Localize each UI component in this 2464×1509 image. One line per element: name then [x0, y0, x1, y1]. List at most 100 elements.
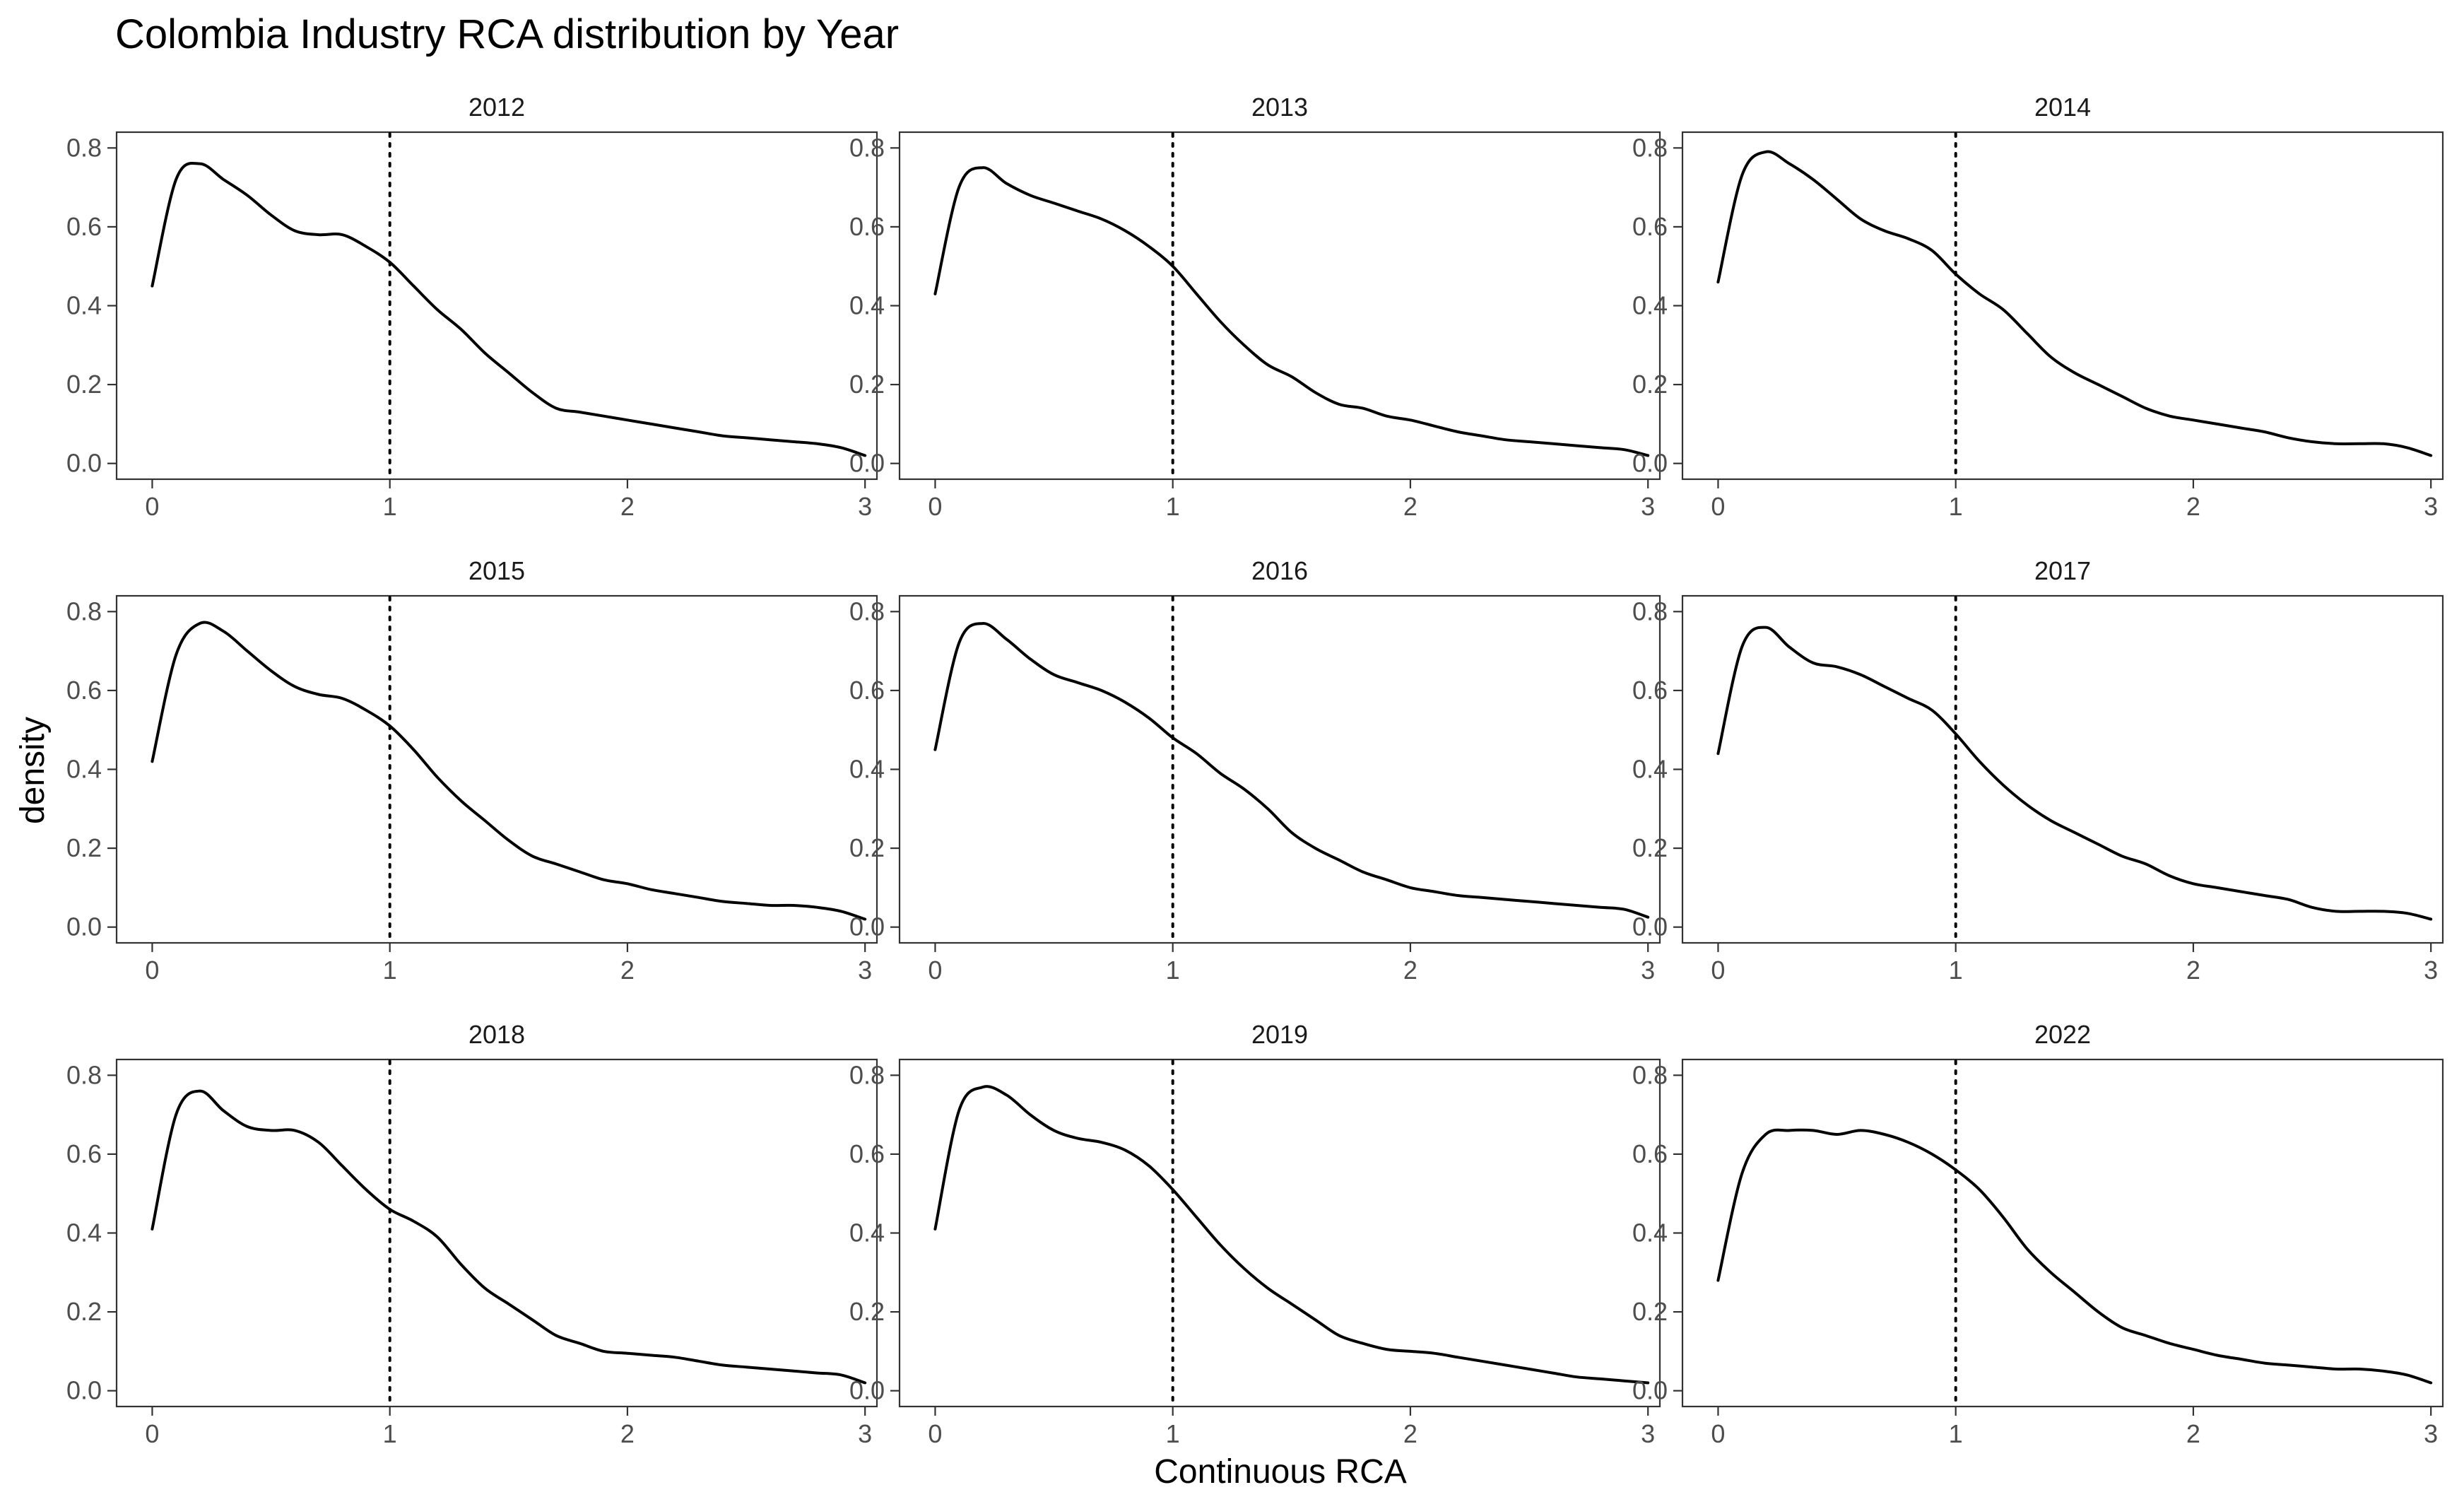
x-tick-label: 1	[383, 956, 397, 985]
y-tick-label: 0.8	[849, 1060, 885, 1089]
density-curve	[151, 162, 867, 457]
x-tick-label: 2	[2186, 956, 2200, 985]
y-tick-label: 0.0	[66, 1376, 102, 1405]
x-tick-label: 3	[1641, 956, 1655, 985]
y-tick-label: 0.6	[849, 1139, 885, 1168]
x-tick-label: 1	[1166, 1419, 1180, 1448]
y-tick-label: 0.2	[849, 833, 885, 862]
y-tick-label: 0.0	[849, 1376, 885, 1405]
x-tick-label: 2	[1403, 1419, 1417, 1448]
facet-panel-2019: 2019 0 1 2 3 0.0 0.2 0.4 0.6 0.8	[849, 1020, 1661, 1448]
x-tick-label: 3	[2424, 1419, 2438, 1448]
y-tick-label: 0.6	[849, 212, 885, 241]
panel-frame	[1681, 594, 2444, 944]
x-tick-label: 0	[145, 1419, 159, 1448]
y-tick-label: 0.6	[66, 1139, 102, 1168]
y-tick-label: 0.0	[66, 449, 102, 478]
y-tick-label: 0.4	[1632, 755, 1668, 784]
y-tick-label: 0.4	[66, 1219, 102, 1247]
x-tick-label: 1	[1949, 956, 1963, 985]
x-tick-label: 2	[2186, 492, 2200, 521]
y-tick-label: 0.6	[1632, 212, 1668, 241]
y-tick-label: 0.2	[66, 833, 102, 862]
density-curve	[151, 1089, 867, 1385]
density-curve	[1716, 1128, 2433, 1385]
x-tick-label: 1	[383, 1419, 397, 1448]
panel-frame	[115, 131, 878, 481]
density-curve	[933, 622, 1650, 919]
y-tick-label: 0.2	[849, 1297, 885, 1326]
y-tick-label: 0.8	[849, 133, 885, 162]
facet-panel-2017: 2017 0 1 2 3 0.0 0.2 0.4 0.6 0.8	[1632, 556, 2444, 985]
facet-strip-label: 2012	[468, 93, 525, 122]
facet-panel-2015: 2015 0 1 2 3 0.0 0.2 0.4 0.6 0.8	[66, 556, 878, 985]
x-tick-label: 1	[1166, 956, 1180, 985]
y-tick-label: 0.4	[1632, 1219, 1668, 1247]
y-tick-label: 0.0	[849, 912, 885, 941]
x-tick-label: 0	[928, 492, 942, 521]
x-tick-label: 3	[2424, 956, 2438, 985]
x-tick-label: 1	[1949, 492, 1963, 521]
y-axis-title: density	[14, 717, 52, 824]
x-tick-label: 2	[620, 956, 635, 985]
panel-frame	[898, 1058, 1661, 1408]
facet-strip-label: 2017	[2034, 556, 2091, 585]
y-tick-label: 0.2	[1632, 833, 1668, 862]
y-tick-label: 0.6	[66, 676, 102, 705]
x-tick-label: 3	[2424, 492, 2438, 521]
y-tick-label: 0.4	[849, 291, 885, 320]
facet-panel-2013: 2013 0 1 2 3 0.0 0.2 0.4 0.6 0.8	[849, 93, 1661, 521]
chart-title: Colombia Industry RCA distribution by Ye…	[115, 11, 899, 57]
x-tick-label: 0	[1711, 492, 1725, 521]
facet-panel-2022: 2022 0 1 2 3 0.0 0.2 0.4 0.6 0.8	[1632, 1020, 2444, 1448]
y-tick-label: 0.2	[1632, 370, 1668, 399]
density-curve	[933, 1085, 1650, 1385]
x-tick-label: 2	[620, 1419, 635, 1448]
y-tick-label: 0.8	[1632, 1060, 1668, 1089]
y-tick-label: 0.8	[849, 597, 885, 626]
x-tick-label: 0	[1711, 956, 1725, 985]
facet-strip-label: 2016	[1251, 556, 1308, 585]
y-tick-label: 0.2	[849, 370, 885, 399]
y-tick-label: 0.4	[849, 1219, 885, 1247]
facet-strip-label: 2015	[468, 556, 525, 585]
y-tick-label: 0.8	[66, 133, 102, 162]
x-tick-label: 3	[858, 492, 872, 521]
panel-frame	[115, 1058, 878, 1408]
y-tick-label: 0.2	[66, 1297, 102, 1326]
x-tick-label: 2	[620, 492, 635, 521]
y-tick-label: 0.4	[1632, 291, 1668, 320]
facet-panel-2016: 2016 0 1 2 3 0.0 0.2 0.4 0.6 0.8	[849, 556, 1661, 985]
panel-frame	[1681, 1058, 2444, 1408]
x-tick-label: 0	[928, 1419, 942, 1448]
x-tick-label: 2	[1403, 956, 1417, 985]
y-tick-label: 0.8	[1632, 597, 1668, 626]
y-tick-label: 0.6	[1632, 1139, 1668, 1168]
facet-strip-label: 2013	[1251, 93, 1308, 122]
facet-strip-label: 2018	[468, 1020, 525, 1049]
panel-frame	[1681, 131, 2444, 481]
facet-strip-label: 2022	[2034, 1020, 2091, 1049]
y-tick-label: 0.8	[66, 1060, 102, 1089]
x-tick-label: 1	[1949, 1419, 1963, 1448]
x-tick-label: 3	[858, 956, 872, 985]
panel-frame	[898, 131, 1661, 481]
y-tick-label: 0.6	[66, 212, 102, 241]
y-tick-label: 0.4	[66, 755, 102, 784]
x-axis-title: Continuous RCA	[1154, 1453, 1407, 1491]
density-curve	[933, 166, 1650, 457]
density-curve	[151, 621, 867, 921]
y-tick-label: 0.4	[849, 755, 885, 784]
x-tick-label: 0	[928, 956, 942, 985]
x-tick-label: 3	[858, 1419, 872, 1448]
x-tick-label: 2	[2186, 1419, 2200, 1448]
y-tick-label: 0.6	[1632, 676, 1668, 705]
facet-strip-label: 2019	[1251, 1020, 1308, 1049]
facet-strip-label: 2014	[2034, 93, 2091, 122]
x-tick-label: 2	[1403, 492, 1417, 521]
y-tick-label: 0.0	[1632, 912, 1668, 941]
density-curve	[1716, 150, 2433, 457]
panel-frame	[898, 594, 1661, 944]
